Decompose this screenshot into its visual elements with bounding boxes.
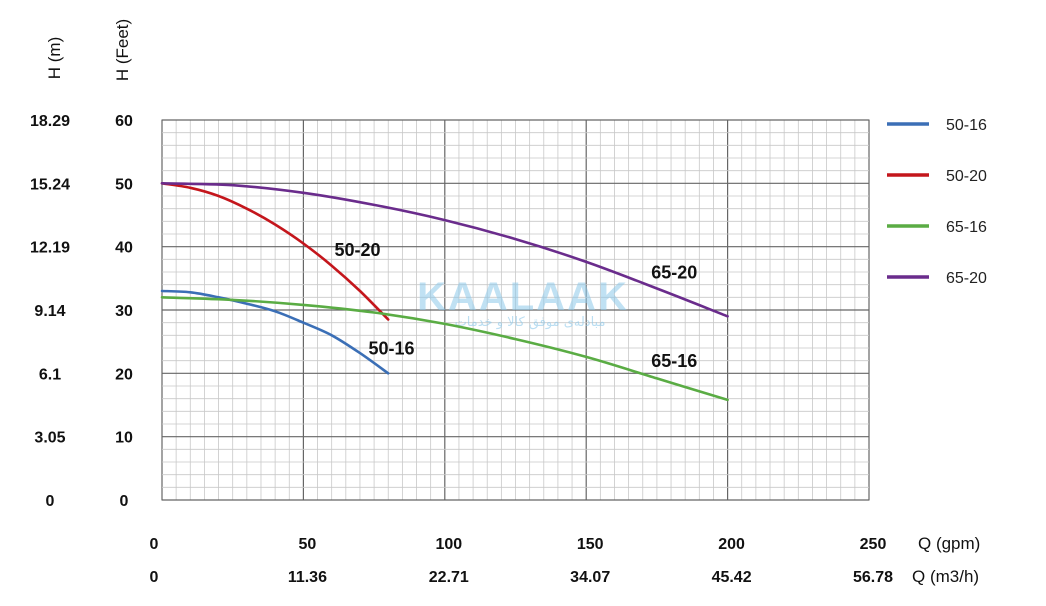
grid bbox=[161, 119, 870, 501]
legend-label-65-20: 65-20 bbox=[946, 270, 987, 287]
x-tick-m3h: 56.78 bbox=[853, 569, 893, 586]
legend: 50-16 50-20 65-16 65-20 bbox=[887, 117, 987, 287]
y-tick-m: 3.05 bbox=[34, 430, 65, 447]
y-tick-feet: 60 bbox=[115, 113, 133, 130]
x-tick-gpm: 150 bbox=[577, 536, 604, 553]
x-tick-m3h: 0 bbox=[150, 569, 159, 586]
y-tick-feet: 10 bbox=[115, 430, 133, 447]
legend-label-65-16: 65-16 bbox=[946, 219, 987, 236]
watermark-tagline: مبادله‌ی موفق کالا و خدمات bbox=[455, 315, 606, 330]
x-tick-gpm: 50 bbox=[299, 536, 317, 553]
y-axis-label-m: H (m) bbox=[45, 37, 64, 79]
series-line-65-20 bbox=[160, 182, 729, 318]
series-line-65-16 bbox=[160, 296, 729, 402]
y-tick-m: 18.29 bbox=[30, 113, 70, 130]
legend-label-50-20: 50-20 bbox=[946, 168, 987, 185]
curve-label-65-20: 65-20 bbox=[651, 262, 697, 282]
x-tick-m3h: 22.71 bbox=[429, 569, 469, 586]
series-line-50-20 bbox=[160, 182, 390, 321]
x-tick-gpm: 250 bbox=[860, 536, 887, 553]
curve-label-65-16: 65-16 bbox=[651, 351, 697, 371]
curve-label-50-20: 50-20 bbox=[335, 240, 381, 260]
watermark-logo-text: KAALAAK bbox=[417, 275, 629, 319]
axes: H (m) H (Feet) Q (gpm) Q (m3/h) 0 0 10 3.05… bbox=[30, 19, 980, 586]
x-tick-m3h: 45.42 bbox=[712, 569, 752, 586]
x-tick-m3h: 34.07 bbox=[570, 569, 610, 586]
x-axis-label-m3h: Q (m3/h) bbox=[912, 567, 979, 586]
y-tick-m: 6.1 bbox=[39, 366, 61, 383]
x-tick-gpm: 100 bbox=[435, 536, 462, 553]
y-axis-label-feet: H (Feet) bbox=[113, 19, 132, 81]
y-tick-m: 0 bbox=[46, 493, 55, 510]
watermark-logo: KAALAAK مبادله‌ی موفق کالا و خدمات bbox=[417, 275, 629, 330]
x-tick-m3h: 11.36 bbox=[288, 569, 327, 586]
x-tick-gpm: 0 bbox=[150, 536, 159, 553]
y-tick-m: 15.24 bbox=[30, 176, 70, 193]
curve-label-50-16: 50-16 bbox=[368, 338, 414, 358]
series-line-50-16 bbox=[160, 289, 390, 375]
series: 50-16 50-20 65-16 65-20 bbox=[160, 182, 729, 402]
y-tick-m: 9.14 bbox=[34, 303, 65, 320]
y-tick-feet: 50 bbox=[115, 176, 133, 193]
x-tick-gpm: 200 bbox=[718, 536, 745, 553]
y-tick-feet: 0 bbox=[120, 493, 129, 510]
y-tick-feet: 20 bbox=[115, 366, 133, 383]
y-tick-m: 12.19 bbox=[30, 240, 70, 257]
legend-label-50-16: 50-16 bbox=[946, 117, 987, 134]
y-tick-feet: 30 bbox=[115, 303, 133, 320]
x-axis-label-gpm: Q (gpm) bbox=[918, 534, 980, 553]
y-tick-feet: 40 bbox=[115, 240, 133, 257]
